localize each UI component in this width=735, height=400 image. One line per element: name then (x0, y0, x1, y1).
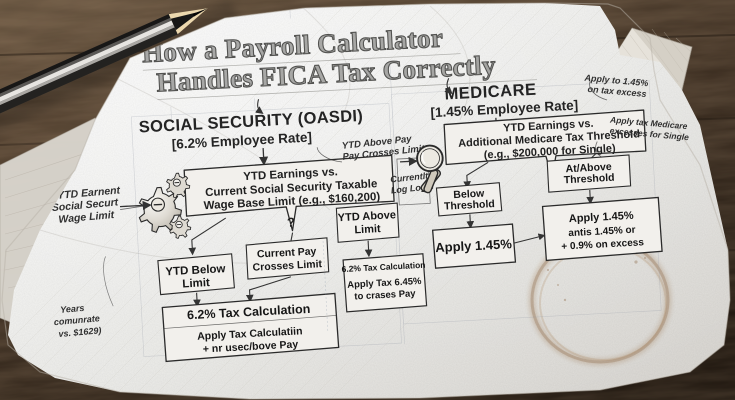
svg-text:Limit: Limit (354, 223, 381, 236)
svg-text:Limit: Limit (182, 277, 210, 290)
svg-text:Years: Years (60, 303, 85, 315)
svg-text:vs. $1629): vs. $1629) (58, 325, 102, 339)
svg-text:?: ? (287, 214, 296, 229)
